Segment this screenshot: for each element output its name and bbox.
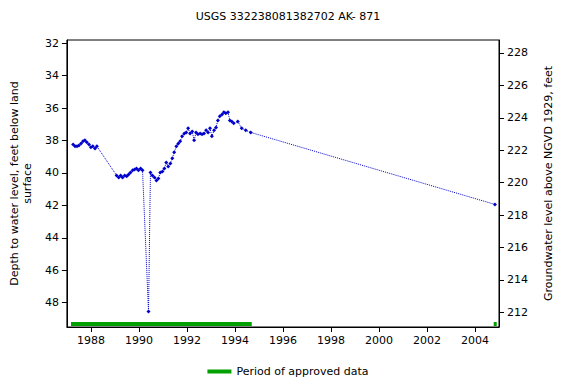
svg-text:2002: 2002 <box>413 334 441 347</box>
svg-text:1992: 1992 <box>173 334 201 347</box>
svg-text:32: 32 <box>45 37 59 50</box>
svg-text:1988: 1988 <box>77 334 105 347</box>
svg-text:46: 46 <box>45 264 59 277</box>
svg-text:220: 220 <box>507 176 528 189</box>
svg-text:1994: 1994 <box>221 334 249 347</box>
svg-text:2000: 2000 <box>365 334 393 347</box>
svg-text:224: 224 <box>507 111 528 124</box>
svg-text:34: 34 <box>45 69 59 82</box>
svg-text:1998: 1998 <box>317 334 345 347</box>
svg-text:216: 216 <box>507 241 528 254</box>
svg-text:44: 44 <box>45 231 59 244</box>
svg-text:48: 48 <box>45 296 59 309</box>
svg-text:42: 42 <box>45 199 59 212</box>
svg-text:214: 214 <box>507 273 528 286</box>
svg-text:Period of approved data: Period of approved data <box>236 365 368 378</box>
svg-text:USGS 332238081382702 AK- 871: USGS 332238081382702 AK- 871 <box>196 10 381 23</box>
svg-text:212: 212 <box>507 306 528 319</box>
svg-text:1996: 1996 <box>269 334 297 347</box>
svg-text:Groundwater level above NGVD 1: Groundwater level above NGVD 1929, feet <box>542 65 555 301</box>
svg-text:38: 38 <box>45 134 59 147</box>
svg-text:222: 222 <box>507 144 528 157</box>
svg-text:36: 36 <box>45 102 59 115</box>
svg-text:surface: surface <box>21 163 34 204</box>
svg-text:228: 228 <box>507 46 528 59</box>
svg-text:226: 226 <box>507 79 528 92</box>
svg-text:Depth to water level, feet bel: Depth to water level, feet below land <box>8 81 21 286</box>
svg-text:1990: 1990 <box>125 334 153 347</box>
svg-text:2004: 2004 <box>461 334 489 347</box>
svg-text:40: 40 <box>45 166 59 179</box>
svg-text:218: 218 <box>507 209 528 222</box>
